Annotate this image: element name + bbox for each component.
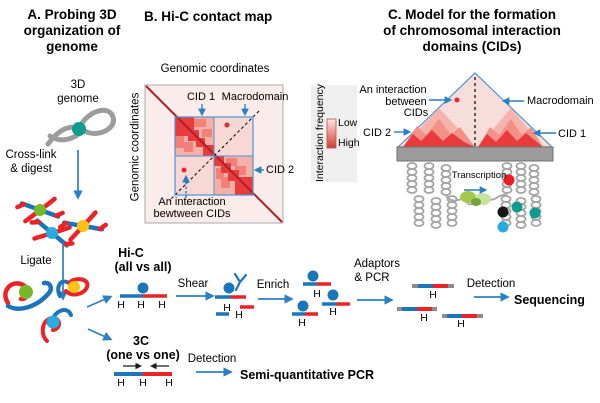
legend-title: Interaction frequency (313, 83, 326, 183)
biotin-dot (223, 282, 235, 294)
antibody-icon (233, 272, 248, 292)
panel-a-title-line1: A. Probing 3D (27, 7, 117, 22)
teal-protein-dot (511, 201, 523, 213)
cid1-model-triangle (478, 108, 543, 147)
map-x-axis-label: Genomic coordinates (160, 63, 270, 75)
adaptors-step-label-line1: Adaptors (353, 258, 401, 270)
hindiii-site-label: H (329, 306, 337, 318)
transcription-label: Transcription (451, 170, 507, 181)
adaptor-fragments-icon (397, 284, 483, 318)
chromosome-bar (396, 146, 554, 162)
contact-map (144, 84, 284, 224)
c3-fragment-icon (114, 362, 172, 376)
panel-c-title-line3: domains (CIDs) (422, 39, 522, 54)
macrodomain-antidiagonal (168, 110, 260, 202)
hindiii-site-label: H (223, 302, 231, 314)
hindiii-site-label: H (298, 317, 306, 329)
digested-fragments-icon (17, 198, 107, 246)
hindiii-site-label: H (158, 299, 166, 311)
hindiii-site-label: H (117, 299, 125, 311)
hindiii-site-label: H (137, 299, 145, 311)
model-interaction-label-line2: between (385, 96, 427, 108)
panel-c-title-line1: C. Model for the formation (388, 7, 556, 22)
c3-branch-arrow (87, 328, 113, 341)
sheared-fragment-icon (215, 272, 254, 316)
panel-c-title-line2: of chromosomal interaction (383, 23, 561, 38)
hic-branch-arrow (86, 295, 113, 308)
interaction-dot (454, 97, 460, 103)
cyan-protein-dot (497, 221, 509, 233)
ligate-label: Ligate (20, 255, 52, 267)
adaptors-step-label-line2: & PCR (354, 272, 390, 284)
teal-protein-dot (529, 207, 541, 219)
hindiii-site-label: H (313, 288, 321, 300)
map-y-axis-label: Genomic coordinates (129, 92, 142, 202)
biotin-dot (137, 282, 149, 294)
hindiii-site-label: H (139, 377, 147, 389)
hic-mode-label: (all vs all) (114, 260, 172, 274)
map-interaction-label-line1: An interaction (158, 196, 226, 208)
panel-a-title-line2: organization of (23, 23, 121, 38)
rna-polymerase-icon (460, 191, 491, 206)
green-protein-dot (34, 204, 46, 216)
model-interaction-label-line3: CIDs (403, 107, 429, 119)
cid-model (394, 72, 556, 162)
macrodomain-label: Macrodomain (221, 91, 289, 103)
yellow-protein-dot (77, 220, 89, 232)
enrich-step-label: Enrich (256, 279, 290, 291)
yellow-protein-dot (68, 281, 80, 293)
interaction-dot (224, 122, 230, 128)
c3-mode-label: (one vs one) (106, 348, 180, 362)
panel-b-title: B. Hi-C contact map (144, 9, 273, 24)
panel-a-title-line3: genome (46, 39, 98, 54)
cyan-protein-dot (46, 227, 58, 239)
cid1-label: CID 1 (558, 128, 587, 140)
green-protein-dot (19, 285, 33, 299)
sequencing-result-label: Sequencing (514, 293, 585, 307)
hindiii-site-label: H (420, 312, 428, 324)
cid2-model-triangle (403, 108, 475, 147)
shear-step-label: Shear (177, 278, 209, 290)
hindiii-site-label: H (117, 377, 125, 389)
biotin-dot (307, 270, 319, 282)
cyan-protein-dot (46, 315, 60, 329)
crosslink-label-line1: Cross-link (5, 149, 57, 161)
c3-method-label: 3C (133, 334, 149, 348)
ligated-products-icon (3, 277, 90, 343)
black-protein-dot (497, 206, 509, 218)
cid1-label: CID 1 (186, 91, 216, 103)
legend-low-label: Low (338, 117, 358, 129)
c3-detection-label: Detection (187, 353, 237, 365)
hindiii-site-label: H (457, 318, 465, 330)
cid2-label: CID 2 (363, 127, 392, 139)
interaction-dot (181, 167, 187, 173)
hic-ligation-fragment-icon (120, 282, 167, 298)
hic-method-label: Hi-C (118, 246, 144, 260)
genome-3d-label-line2: genome (57, 93, 99, 105)
crosslink-label-line2: & digest (10, 163, 52, 175)
biotin-dot (297, 300, 309, 312)
interaction-frequency-legend (311, 85, 357, 182)
pcr-result-label: Semi-quantitative PCR (240, 368, 375, 382)
model-interaction-label-line1: An interaction (359, 84, 427, 96)
red-protein-dot (503, 174, 515, 186)
crosslink-protein-dot (72, 122, 86, 136)
biotin-dot (327, 289, 339, 301)
legend-gradient-bar (326, 118, 337, 149)
genome-3d-icon (45, 107, 116, 147)
enriched-fragments-icon (292, 270, 350, 316)
hindiii-site-label: H (235, 309, 243, 321)
cid2-label: CID 2 (266, 164, 295, 176)
genome-3d-label-line1: 3D (70, 79, 86, 91)
map-interaction-label-line2: bewtween CIDs (153, 208, 231, 220)
legend-high-label: High (338, 137, 360, 149)
hic-detection-label: Detection (466, 278, 516, 290)
hindiii-site-label: H (165, 377, 173, 389)
hindiii-site-label: H (429, 289, 437, 301)
macrodomain-label: Macrodomain (527, 95, 594, 107)
